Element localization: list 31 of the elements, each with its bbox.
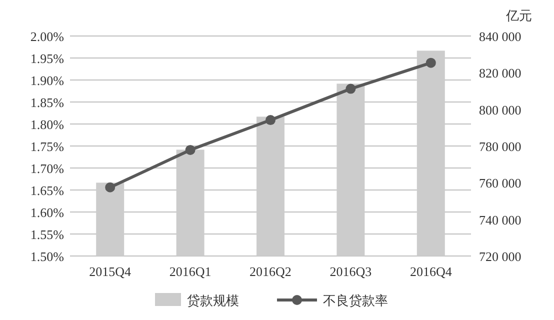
y-tick-label: 1.95% [30,51,64,66]
y-tick-label: 1.60% [30,205,64,220]
y-tick-label: 1.85% [30,95,64,110]
y2-tick-label: 800 000 [479,102,522,118]
x-tick-label: 2016Q3 [330,264,372,279]
point [105,182,116,192]
point [426,58,436,68]
point [266,115,276,126]
legend-label: 贷款规模 [187,293,239,308]
point [185,144,196,155]
x-tick-label: 2016Q4 [410,264,452,279]
y-tick-label: 1.80% [30,117,64,132]
y2-tick-label: 720 000 [479,249,522,264]
y2-axis-title: 亿元 [505,8,532,23]
y-tick-label: 1.50% [30,249,64,264]
y-tick-label: 1.90% [30,73,64,88]
legend-label: 不良贷款率 [323,293,388,308]
x-tick-label: 2016Q1 [169,264,212,279]
y2-tick-label: 840 000 [479,29,522,44]
point [346,84,356,94]
y2-tick-label: 820 000 [479,66,522,81]
y-tick-label: 1.70% [30,161,64,176]
y-tick-label: 1.65% [30,183,64,198]
y-tick-label: 1.75% [30,139,64,154]
y-tick-label: 2.00% [30,29,64,44]
x-tick-label: 2015Q4 [89,264,132,279]
y2-tick-label: 780 000 [479,139,522,154]
y2-tick-label: 740 000 [479,212,522,228]
y-tick-label: 1.55% [30,227,64,242]
x-tick-label: 2016Q2 [250,264,292,279]
y2-tick-label: 760 000 [479,176,522,191]
